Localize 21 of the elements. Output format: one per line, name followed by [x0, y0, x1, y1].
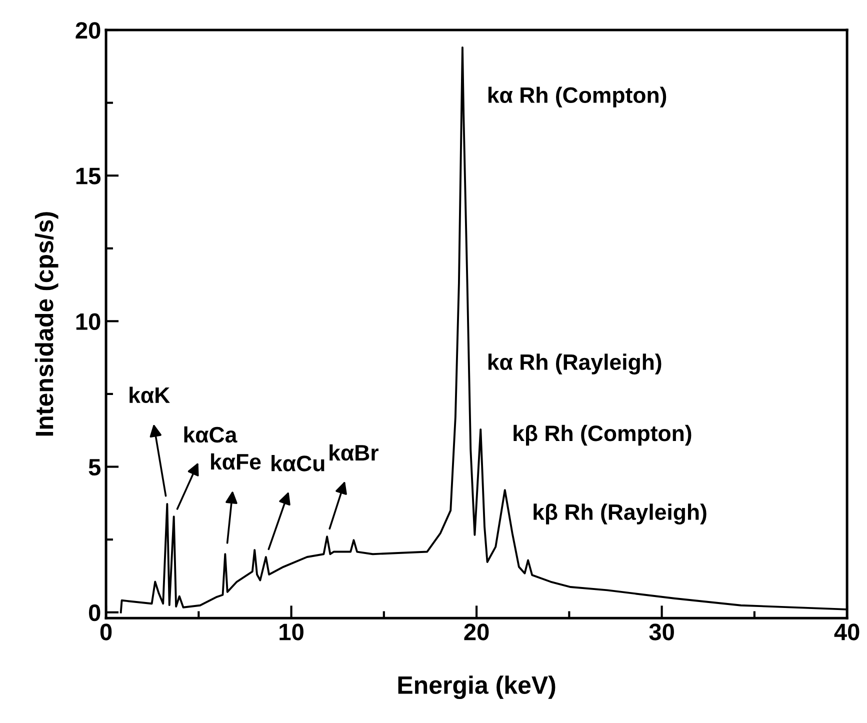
- x-tick-label: 10: [280, 624, 304, 640]
- annotation: kαFe: [211, 453, 261, 470]
- annotation: kα Rh (Compton): [488, 86, 666, 108]
- x-tick-label: 40: [834, 624, 860, 640]
- x-tick-label: 0: [100, 624, 112, 640]
- annotation: kαCa: [184, 426, 238, 443]
- annotation: kαBr: [330, 444, 378, 461]
- y-tick-label: 20: [76, 22, 100, 39]
- y-axis-title: Intensidade (cps/s): [34, 212, 58, 436]
- x-tick-label: 30: [649, 624, 674, 640]
- y-tick-label: 0: [88, 604, 100, 622]
- annotation: kαCu: [272, 454, 324, 472]
- annotation: kα Rh (Rayleigh): [488, 354, 662, 374]
- y-tick-label: 15: [76, 168, 101, 184]
- annotation: kβ Rh (Rayleigh): [534, 504, 706, 524]
- annotation: kαK: [130, 386, 170, 404]
- y-tick-label: 10: [76, 313, 100, 330]
- x-axis-title: Energia (keV): [398, 676, 556, 700]
- annotation: kβ Rh (Compton): [514, 424, 692, 446]
- x-tick-label: 20: [464, 624, 489, 640]
- y-tick-label: 5: [88, 459, 101, 476]
